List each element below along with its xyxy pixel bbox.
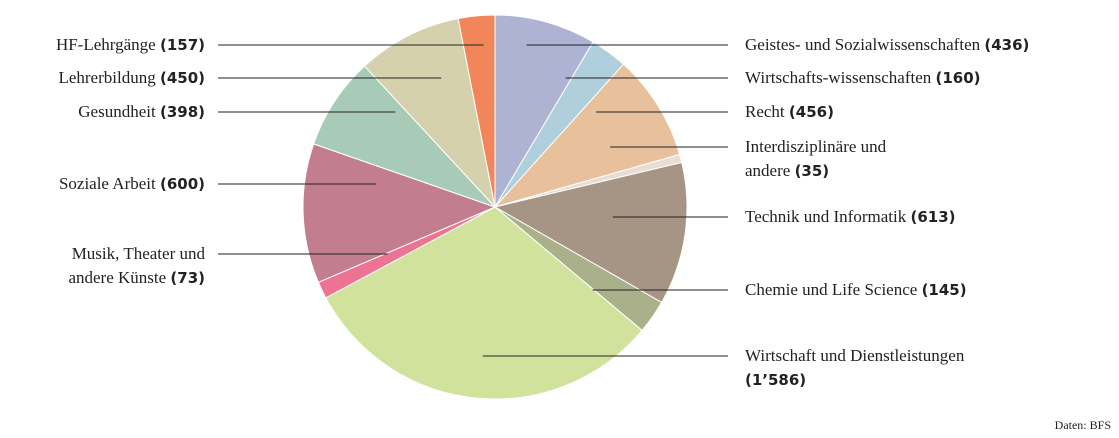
value-label: (600) <box>159 175 205 193</box>
slice-label: Soziale Arbeit (600) <box>0 172 205 196</box>
slice-label: Interdisziplinäre und andere (35) <box>745 135 895 183</box>
category-label: Lehrerbildung <box>58 68 156 87</box>
value-label: (157) <box>159 36 205 54</box>
value-label: (398) <box>159 103 205 121</box>
slice <box>363 17 496 209</box>
category-label: HF-Lehrgänge <box>55 35 156 54</box>
slice <box>493 63 681 208</box>
slice-label: Musik, Theater und andere Künste (73) <box>25 242 205 290</box>
slice-label: Lehrerbildung (450) <box>0 66 205 90</box>
value-label: (145) <box>921 281 967 299</box>
category-label: Geistes- und Sozialwissenschaften <box>745 35 981 54</box>
slice <box>494 14 594 209</box>
slice <box>493 161 688 304</box>
slice-label: Gesundheit (398) <box>0 100 205 124</box>
value-label: (160) <box>935 69 981 87</box>
value-label: (1’586) <box>745 371 807 389</box>
value-label: (450) <box>159 69 205 87</box>
category-label: Technik und Informatik <box>745 207 907 226</box>
slice-label: HF-Lehrgänge (157) <box>0 33 205 57</box>
value-label: (613) <box>910 208 956 226</box>
category-label: Recht <box>745 102 785 121</box>
slice-label: Wirtschafts-wissenschaften (160) <box>745 66 1119 90</box>
slice <box>302 143 497 283</box>
slice-label: Technik und Informatik (613) <box>745 205 1119 229</box>
value-label: (35) <box>794 162 830 180</box>
value-label: (436) <box>984 36 1030 54</box>
category-label: Chemie und Life Science <box>745 280 918 299</box>
slice <box>313 65 496 208</box>
category-label: Wirtschaft und Dienstleistungen <box>745 346 965 365</box>
slice-label: Geistes- und Sozialwissenschaften (436) <box>745 33 1119 57</box>
slice-label: Wirtschaft und Dienstleistungen (1’586) <box>745 344 970 392</box>
category-label: Gesundheit <box>78 102 156 121</box>
slice <box>325 206 643 400</box>
category-label: Musik, Theater und andere Künste <box>68 244 205 287</box>
slice-label: Chemie und Life Science (145) <box>745 278 1119 302</box>
value-label: (73) <box>170 269 205 287</box>
category-label: Interdisziplinäre und andere <box>745 137 887 180</box>
slice <box>457 14 496 208</box>
source: Daten: BFS <box>1054 418 1111 432</box>
category-label: Wirtschafts-wissenschaften <box>745 68 932 87</box>
category-label: Soziale Arbeit <box>58 174 156 193</box>
value-label: (456) <box>788 103 834 121</box>
slice-label: Recht (456) <box>745 100 1119 124</box>
